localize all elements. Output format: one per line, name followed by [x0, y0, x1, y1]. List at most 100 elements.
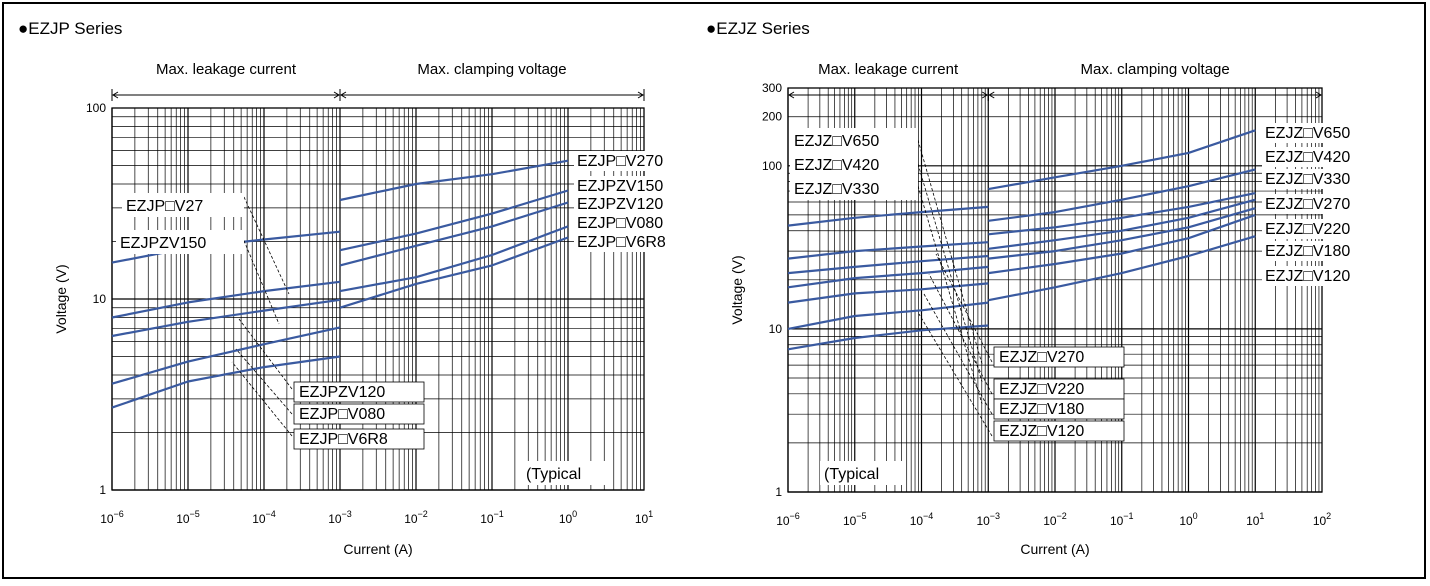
- bracket-arrow: [788, 91, 795, 99]
- series-line: [988, 198, 1256, 250]
- series-line: [339, 189, 569, 252]
- label-bg: [116, 230, 244, 254]
- series-line: [988, 213, 1256, 275]
- x-tick-label: 10−3: [328, 509, 352, 526]
- leader-line: [241, 235, 280, 325]
- label-bg: [574, 176, 702, 196]
- series-line: [787, 324, 989, 351]
- series-annotation: EZJPZV120: [577, 196, 663, 213]
- series-annotation: EZJZ□V220: [999, 381, 1084, 398]
- label-bg: [1262, 147, 1390, 167]
- y-tick-label: 1: [99, 483, 106, 497]
- x-tick-label: 100: [559, 509, 577, 526]
- label-bg: [1262, 266, 1390, 286]
- ezjz-chart: ●EZJZ Series Max. leakage current Max. cla…: [706, 19, 1390, 557]
- y-axis-label: Voltage (V): [53, 264, 69, 333]
- series-annotation: EZJZ□V330: [1265, 171, 1350, 188]
- bracket-arrow: [988, 91, 995, 99]
- leader-line: [235, 348, 293, 415]
- leader-line: [243, 196, 290, 295]
- bracket-arrow: [112, 91, 119, 99]
- label-bg: [1262, 219, 1390, 239]
- bracket-arrow: [340, 91, 347, 99]
- x-axis-label: Current (A): [1020, 541, 1089, 557]
- x-tick-label: 10−5: [176, 509, 200, 526]
- label-bg: [1262, 123, 1390, 143]
- x-tick-label: 10−4: [252, 509, 276, 526]
- bracket-arrow: [981, 91, 989, 99]
- label-box: [993, 420, 1125, 442]
- label-bg: [1262, 241, 1390, 261]
- annotations: EZJP□V27EZJPZV150EZJPZV120EZJP□V080EZJP□…: [116, 151, 702, 450]
- series-line: [111, 280, 341, 319]
- series-line: [111, 326, 341, 385]
- y-tick-label: 10: [769, 322, 783, 336]
- series-annotation: EZJPZV120: [299, 384, 385, 401]
- label-bg: [574, 232, 702, 252]
- leader-line: [917, 185, 983, 405]
- x-tick-label: 10−1: [480, 509, 504, 526]
- y-axis-label: Voltage (V): [729, 255, 745, 324]
- region-bracket: Max. clamping voltage: [339, 61, 645, 101]
- region-bracket: Max. leakage current: [111, 61, 341, 101]
- series-annotation: EZJZ□V650: [1265, 125, 1350, 142]
- varistor-charts: ●EZJP Series Max. leakage current Max. cla…: [18, 19, 1390, 557]
- series-annotation: EZJPZV150: [577, 178, 663, 195]
- series-annotation: EZJZ□V330: [794, 181, 879, 198]
- leader-line: [923, 293, 993, 415]
- x-tick-label: 10−6: [776, 511, 800, 528]
- x-tick-label: 10−6: [100, 509, 124, 526]
- x-tick-label: 101: [635, 509, 653, 526]
- series-annotation: EZJZ□V420: [794, 157, 879, 174]
- series-annotation: EZJZ□V220: [1265, 221, 1350, 238]
- label-bg: [574, 151, 702, 171]
- chart-title: ●EZJP Series: [18, 19, 122, 38]
- chart-title: ●EZJZ Series: [706, 19, 810, 38]
- x-tick-label: 101: [1246, 511, 1264, 528]
- leader-line: [935, 253, 993, 363]
- series-annotation: EZJP□V6R8: [299, 431, 388, 448]
- series-annotation: EZJZ□V270: [1265, 196, 1350, 213]
- series-line: [339, 159, 569, 202]
- region-bracket: Max. clamping voltage: [987, 61, 1323, 101]
- bracket-arrow: [333, 91, 340, 99]
- x-tick-label: 10−3: [976, 511, 1000, 528]
- series-annotation: EZJP□V27: [126, 198, 203, 215]
- series-line: [988, 168, 1256, 222]
- note-bg: [522, 461, 608, 485]
- x-tick-label: 10−5: [843, 511, 867, 528]
- y-tick-label: 1: [775, 485, 782, 499]
- label-box: [993, 346, 1125, 368]
- region-label: Max. leakage current: [156, 61, 297, 78]
- series-annotation: EZJP□V080: [299, 406, 385, 423]
- series-line: [787, 254, 989, 275]
- label-bg: [790, 152, 918, 176]
- y-tick-label: 100: [86, 101, 106, 115]
- series-annotation: EZJZ□V420: [1265, 149, 1350, 166]
- series-annotation: EZJZ□V650: [794, 133, 879, 150]
- series-line: [339, 201, 569, 267]
- leader-line: [928, 273, 993, 395]
- plot-border: [787, 87, 1323, 493]
- plot-border: [111, 107, 645, 491]
- leader-line: [917, 163, 983, 383]
- series-line: [339, 236, 569, 309]
- series-annotation: EZJZ□V270: [999, 349, 1084, 366]
- label-bg: [1262, 194, 1390, 214]
- bracket-arrow: [1315, 91, 1322, 99]
- label-bg: [1262, 169, 1390, 189]
- label-bg: [122, 193, 244, 217]
- annotations: EZJZ□V650 EZJZ□V420 EZJZ□V330 EZJZ□V270 EZJZ…: [790, 123, 1390, 442]
- series-line: [787, 205, 989, 227]
- series-annotation: EZJZ□V120: [1265, 268, 1350, 285]
- leader-line: [917, 139, 983, 365]
- x-tick-label: 102: [1313, 511, 1331, 528]
- label-box: [293, 403, 425, 425]
- region-bracket: Max. leakage current: [787, 61, 989, 101]
- series-line: [111, 298, 341, 338]
- leader-line: [231, 361, 293, 437]
- label-box: [293, 428, 425, 450]
- label-bg: [790, 176, 918, 200]
- y-tick-label: 100: [762, 159, 782, 173]
